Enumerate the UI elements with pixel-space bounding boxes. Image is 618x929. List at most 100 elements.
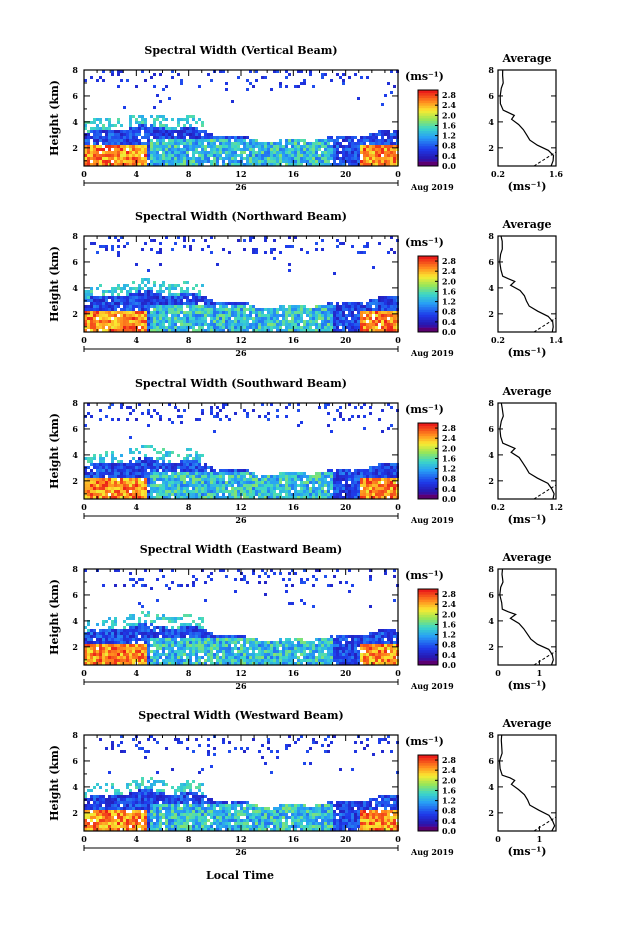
heatmap-cell <box>168 493 171 496</box>
heatmap-cell <box>225 326 228 329</box>
heatmap-cell <box>132 656 135 659</box>
heatmap-cell <box>186 311 189 314</box>
heatmap-cell <box>267 487 270 490</box>
heatmap-cell <box>129 493 132 496</box>
heatmap-cell <box>303 487 306 490</box>
heatmap-cell <box>288 329 291 332</box>
heatmap-cell <box>360 142 363 145</box>
heatmap-cell <box>174 481 177 484</box>
heatmap-cell <box>171 133 174 136</box>
heatmap-cell <box>219 305 222 308</box>
heatmap-cell <box>375 487 378 490</box>
avg-y-tick-label: 4 <box>488 450 494 460</box>
heatmap-cell <box>153 626 156 629</box>
colorbar-cell <box>418 107 438 111</box>
heatmap-cell <box>93 311 96 314</box>
heatmap-cell <box>252 329 255 332</box>
heatmap-cell <box>255 320 258 323</box>
heatmap-cell <box>171 329 174 332</box>
heatmap-cell <box>141 481 144 484</box>
heatmap-cell <box>183 148 186 151</box>
heatmap-cell <box>309 311 312 314</box>
heatmap-cell <box>213 139 216 142</box>
heatmap-cell <box>336 136 339 139</box>
heatmap-cell <box>159 472 162 475</box>
heatmap-cell <box>108 662 111 665</box>
heatmap-cell <box>315 472 318 475</box>
heatmap-cell <box>222 148 225 151</box>
heatmap-cell <box>300 305 303 308</box>
heatmap-cell <box>246 314 249 317</box>
heatmap-cell <box>135 418 138 421</box>
colorbar-cell <box>418 286 438 290</box>
heatmap-cell <box>114 317 117 320</box>
heatmap-cell <box>285 415 288 418</box>
heatmap-cell <box>84 656 87 659</box>
heatmap-cell <box>306 493 309 496</box>
heatmap-cell <box>384 323 387 326</box>
heatmap-cell <box>270 160 273 163</box>
heatmap-cell <box>324 472 327 475</box>
heatmap-cell <box>378 160 381 163</box>
heatmap-cell <box>198 293 201 296</box>
heatmap-cell <box>330 136 333 139</box>
heatmap-cell <box>354 493 357 496</box>
heatmap-cell <box>198 329 201 332</box>
heatmap-cell <box>108 638 111 641</box>
heatmap-cell <box>195 578 198 581</box>
heatmap-cell <box>99 656 102 659</box>
heatmap-cell <box>375 157 378 160</box>
heatmap-cell <box>129 142 132 145</box>
heatmap-cell <box>321 329 324 332</box>
avg-y-tick-label: 8 <box>488 398 494 408</box>
heatmap-cell <box>138 124 141 127</box>
heatmap-cell <box>201 317 204 320</box>
heatmap-cell <box>87 133 90 136</box>
heatmap-cell <box>345 157 348 160</box>
heatmap-cell <box>162 326 165 329</box>
heatmap-cell <box>315 160 318 163</box>
heatmap-cell <box>297 139 300 142</box>
heatmap-cell <box>246 647 249 650</box>
heatmap-cell <box>216 644 219 647</box>
heatmap-cell <box>102 490 105 493</box>
heatmap-cell <box>216 263 219 266</box>
heatmap-cell <box>387 82 390 85</box>
colorbar-unit: (ms⁻¹) <box>405 403 444 416</box>
heatmap-cell <box>90 305 93 308</box>
heatmap-cell <box>207 575 210 578</box>
colorbar-unit: (ms⁻¹) <box>405 236 444 249</box>
heatmap-cell <box>153 305 156 308</box>
heatmap-cell <box>204 302 207 305</box>
heatmap-cell <box>207 635 210 638</box>
heatmap-cell <box>105 329 108 332</box>
heatmap-cell <box>387 478 390 481</box>
heatmap-cell <box>177 73 180 76</box>
heatmap-cell <box>243 148 246 151</box>
heatmap-cell <box>195 496 198 499</box>
heatmap-cell <box>318 493 321 496</box>
heatmap-cell <box>228 638 231 641</box>
heatmap-cell <box>360 136 363 139</box>
heatmap-cell <box>87 457 90 460</box>
heatmap-cell <box>324 148 327 151</box>
heatmap-cell <box>252 662 255 665</box>
colorbar-cell <box>418 268 438 272</box>
heatmap-cell <box>111 481 114 484</box>
heatmap-cell <box>255 478 258 481</box>
heatmap-cell <box>228 302 231 305</box>
heatmap-cell <box>369 151 372 154</box>
heatmap-cell <box>147 626 150 629</box>
heatmap-cell <box>327 475 330 478</box>
heatmap-cell <box>198 296 201 299</box>
heatmap-cell <box>129 578 132 581</box>
heatmap-cell <box>192 308 195 311</box>
heatmap-cell <box>324 163 327 166</box>
heatmap-cell <box>138 475 141 478</box>
heatmap-cell <box>246 323 249 326</box>
heatmap-cell <box>123 151 126 154</box>
heatmap-cell <box>390 91 393 94</box>
heatmap-cell <box>120 481 123 484</box>
heatmap-cell <box>330 323 333 326</box>
heatmap-cell <box>366 475 369 478</box>
